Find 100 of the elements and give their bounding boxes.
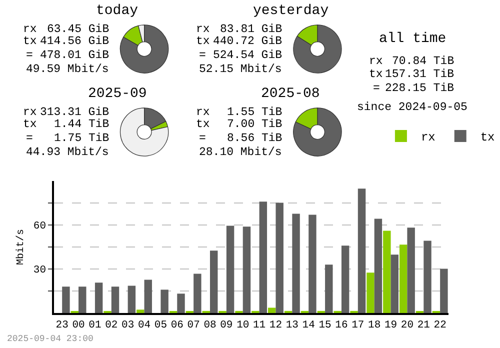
bar	[390, 254, 398, 313]
text: 52.15 Mbit/s	[199, 63, 282, 76]
x-tick-label: 16	[335, 319, 348, 332]
bar	[407, 228, 415, 313]
legend-label: rx	[420, 130, 436, 145]
donut-slice	[120, 24, 169, 74]
x-tick-label: 13	[286, 319, 298, 332]
bar	[242, 226, 251, 313]
bar	[440, 268, 448, 313]
bar	[144, 280, 152, 313]
x-tick-label: 12	[269, 319, 282, 332]
bar	[358, 188, 366, 313]
text: all time	[379, 31, 446, 47]
text: =	[199, 49, 206, 62]
x-tick-label: 03	[122, 319, 134, 332]
text: 313.31 GiB	[40, 106, 110, 119]
chart-title: yesterday	[253, 3, 329, 19]
text: 70.84 TiB	[392, 55, 454, 68]
bar	[78, 286, 86, 313]
bar	[160, 290, 168, 313]
x-tick-label: 09	[220, 319, 233, 332]
bar	[268, 308, 276, 313]
bar	[226, 226, 234, 313]
text: 2025-09-04 23:00	[7, 334, 94, 344]
x-tick-label: 23	[56, 319, 68, 332]
x-tick-label: 15	[318, 319, 332, 332]
x-tick-label: 17	[352, 319, 364, 332]
donut-slice	[120, 108, 169, 156]
text: =	[26, 49, 33, 62]
bar	[62, 286, 70, 313]
text: rx	[196, 106, 210, 119]
text: since 2024-09-05	[357, 101, 468, 114]
x-tick-label: 19	[384, 319, 398, 332]
text: 228.15 TiB	[385, 82, 454, 95]
bar	[383, 230, 391, 313]
text: 478.01 GiB	[40, 49, 110, 62]
y-tick-label: 60	[33, 220, 46, 233]
x-tick-label: 01	[88, 319, 102, 332]
bar	[276, 202, 284, 313]
text: rx	[23, 23, 37, 36]
x-tick-label: 10	[236, 319, 250, 332]
text: 63.45 GiB	[47, 23, 110, 36]
y-tick-label: 30	[33, 264, 46, 277]
text: 44.93 Mbit/s	[26, 146, 109, 159]
x-tick-label: 02	[105, 319, 118, 332]
text: 83.81 GiB	[220, 23, 282, 36]
text: tx	[23, 118, 37, 131]
text: 414.56 GiB	[40, 35, 110, 48]
text: 49.59 Mbit/s	[26, 63, 109, 76]
text: tx	[196, 118, 210, 131]
x-tick-label: 04	[138, 319, 151, 332]
x-tick-label: 07	[187, 319, 200, 332]
bar	[374, 218, 382, 313]
bar	[94, 282, 103, 313]
bar	[177, 294, 185, 313]
bar	[341, 246, 350, 313]
x-tick-label: 21	[417, 319, 430, 332]
bar	[194, 274, 202, 313]
text: rx	[369, 55, 383, 68]
bar	[424, 240, 432, 313]
text: 524.54 GiB	[213, 49, 282, 62]
text: 28.10 Mbit/s	[199, 146, 282, 159]
text: 157.31 TiB	[385, 68, 454, 81]
x-tick-label: 18	[368, 319, 381, 332]
x-tick-label: 05	[154, 319, 167, 332]
chart-title: today	[96, 3, 138, 19]
text: =	[26, 132, 33, 145]
text: 1.44 TiB	[54, 118, 110, 131]
x-tick-label: 14	[302, 319, 315, 332]
bar	[366, 272, 374, 313]
y-axis-title: Mbit/s	[14, 228, 27, 266]
x-tick-label: 00	[72, 319, 85, 332]
bar	[128, 286, 136, 313]
bar	[308, 214, 316, 313]
text: =	[373, 82, 380, 95]
bar	[399, 244, 408, 313]
x-tick-label: 11	[252, 319, 266, 332]
text: rx	[23, 106, 37, 119]
x-tick-label: 20	[400, 319, 414, 332]
bar	[259, 202, 268, 313]
text: 1.55 TiB	[227, 106, 282, 119]
chart-title: 2025-09	[88, 86, 147, 102]
donut-slice	[293, 108, 342, 156]
x-tick-label: 06	[170, 319, 184, 332]
text: 440.72 GiB	[213, 35, 282, 48]
text: 8.56 TiB	[227, 132, 282, 145]
text: tx	[369, 68, 383, 81]
legend-label: tx	[480, 130, 495, 145]
x-tick-label: 22	[434, 319, 446, 332]
bar	[111, 286, 120, 313]
text: rx	[196, 23, 210, 36]
bar	[210, 250, 218, 313]
bar	[136, 310, 144, 313]
x-tick-label: 08	[204, 319, 216, 332]
bar	[292, 214, 300, 313]
bar	[325, 264, 333, 313]
text: tx	[196, 35, 210, 48]
donut-slice	[293, 24, 342, 74]
text: =	[199, 132, 206, 145]
text: tx	[23, 35, 37, 48]
